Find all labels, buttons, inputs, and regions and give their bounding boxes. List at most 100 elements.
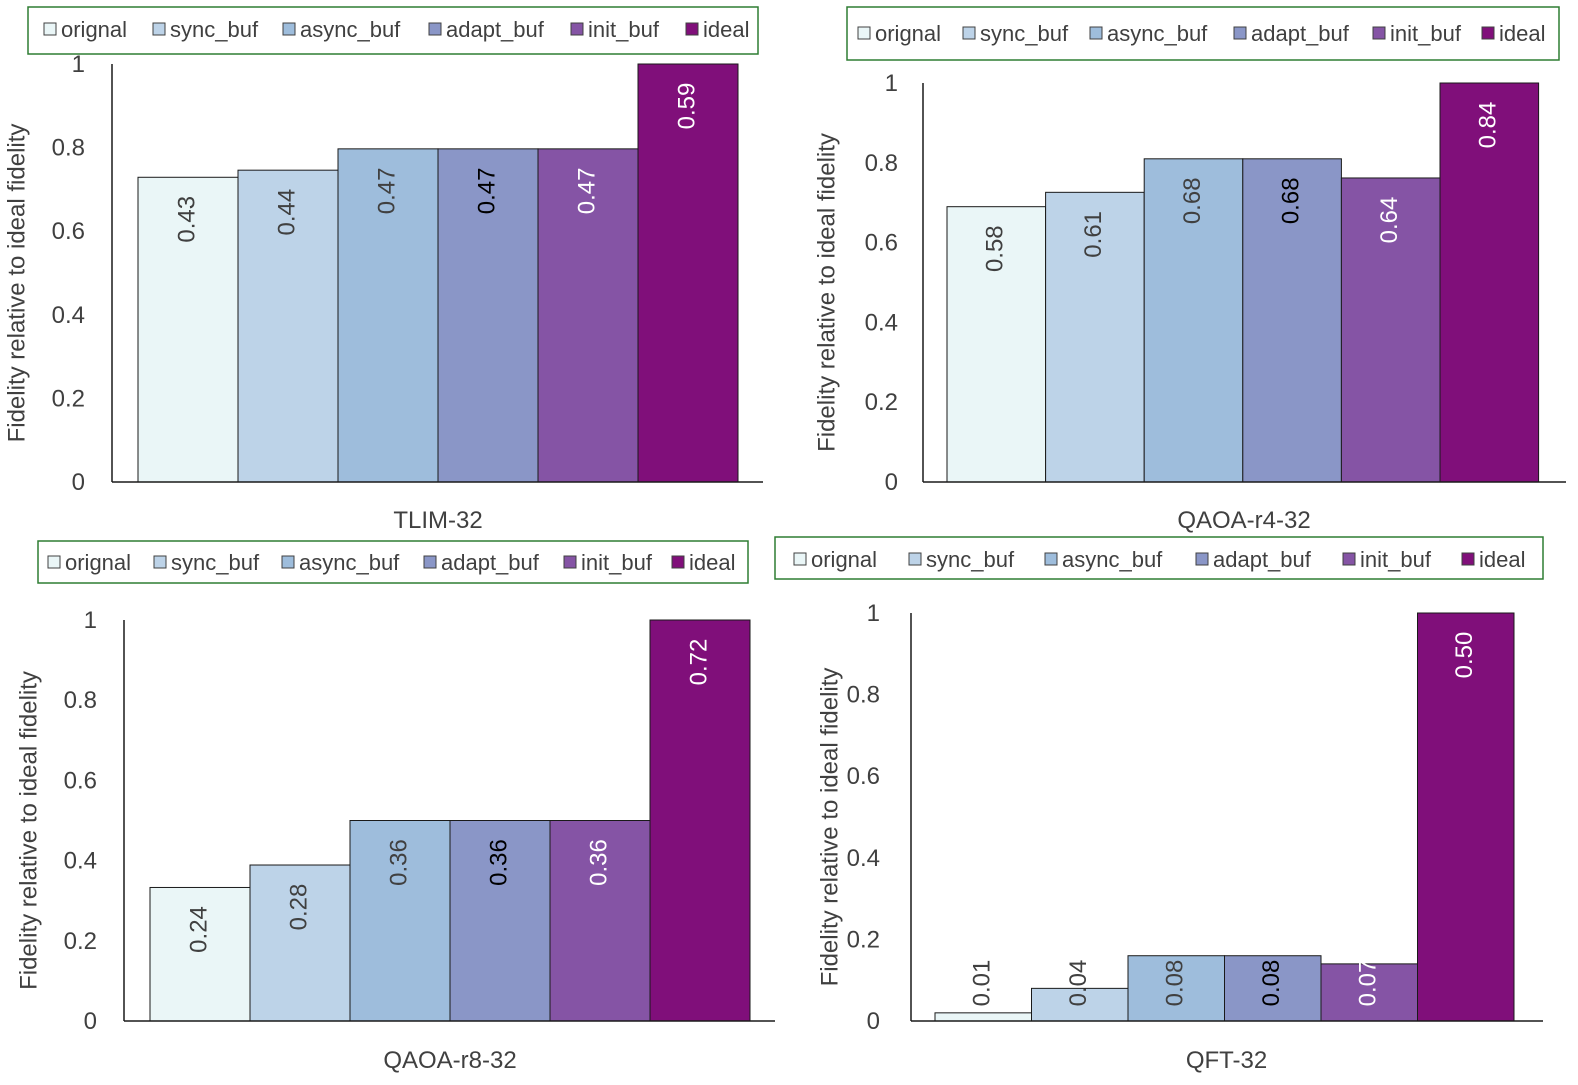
y-tick-label: 0.8	[865, 150, 898, 177]
legend-swatch-ideal	[1461, 552, 1475, 566]
legend: orignal sync_buf async_buf adapt_buf init_bu…	[774, 536, 1544, 580]
legend-label-async_buf: async_buf	[300, 17, 401, 42]
bar-ideal	[1417, 612, 1515, 1022]
bar-sync_buf	[1031, 987, 1129, 1022]
legend-swatch-async_buf	[1089, 26, 1103, 40]
bar-async_buf	[337, 148, 439, 483]
bar-init_buf	[537, 148, 639, 483]
x-axis-title: QAOA-r4-32	[1177, 507, 1310, 534]
bar-orignal	[149, 886, 251, 1022]
y-tick-label: 0	[84, 1008, 97, 1035]
data-label-ideal: 0.50	[1451, 632, 1478, 679]
data-label-sync_buf: 0.61	[1080, 211, 1107, 258]
legend-swatch-sync_buf	[152, 22, 166, 36]
y-tick-label: 0.8	[52, 135, 85, 162]
legend: orignal sync_buf async_buf adapt_buf init_bu…	[27, 6, 759, 55]
data-label-ideal: 0.84	[1475, 102, 1502, 149]
data-label-async_buf: 0.47	[373, 167, 400, 214]
bar-init_buf	[1320, 963, 1418, 1022]
legend-swatch-sync_buf	[962, 26, 976, 40]
legend-label-adapt_buf: adapt_buf	[446, 17, 545, 42]
legend-swatch-init_buf	[1372, 26, 1386, 40]
x-axis-title: TLIM-32	[393, 507, 482, 534]
legend-swatch-async_buf	[281, 555, 295, 569]
y-tick-label: 0	[867, 1008, 880, 1035]
y-tick-label: 0	[885, 469, 898, 496]
legend-swatch-init_buf	[563, 555, 577, 569]
data-label-sync_buf: 0.28	[285, 884, 312, 931]
legend-swatch-init_buf	[1342, 552, 1356, 566]
legend-swatch-orignal	[793, 552, 807, 566]
data-label-init_buf: 0.47	[573, 167, 600, 214]
y-tick-label: 1	[867, 600, 880, 627]
legend-swatch-adapt_buf	[1195, 552, 1209, 566]
legend-label-init_buf: init_buf	[1360, 547, 1432, 572]
data-label-sync_buf: 0.04	[1065, 960, 1092, 1007]
data-label-adapt_buf: 0.36	[485, 839, 512, 886]
bar-orignal	[946, 206, 1047, 483]
y-axis-title: Fidelity relative to ideal fidelity	[3, 124, 30, 443]
bar-orignal	[137, 176, 239, 483]
legend-swatch-adapt_buf	[1233, 26, 1247, 40]
legend-label-init_buf: init_buf	[588, 17, 660, 42]
legend-swatch-sync_buf	[153, 555, 167, 569]
legend-box	[774, 536, 1544, 580]
legend-label-init_buf: init_buf	[1390, 21, 1462, 46]
bar-async_buf	[1143, 158, 1244, 483]
legend-swatch-ideal	[671, 555, 685, 569]
legend-label-orignal: orignal	[65, 550, 131, 575]
y-tick-label: 0.4	[52, 302, 85, 329]
data-label-adapt_buf: 0.68	[1277, 177, 1304, 224]
legend-label-sync_buf: sync_buf	[170, 17, 259, 42]
y-tick-label: 0.6	[847, 763, 880, 790]
legend-swatch-orignal	[43, 22, 57, 36]
bar-sync_buf	[1045, 191, 1145, 483]
legend: orignal sync_buf async_buf adapt_buf init_bu…	[846, 6, 1560, 61]
y-tick-label: 0.6	[64, 767, 97, 794]
data-label-ideal: 0.72	[685, 639, 712, 686]
legend-label-adapt_buf: adapt_buf	[1251, 21, 1350, 46]
legend-label-sync_buf: sync_buf	[980, 21, 1069, 46]
y-tick-label: 0	[72, 469, 85, 496]
data-label-orignal: 0.24	[185, 906, 212, 953]
bar-adapt_buf	[437, 148, 539, 483]
legend-swatch-async_buf	[1044, 552, 1058, 566]
legend-swatch-adapt_buf	[423, 555, 437, 569]
legend-label-ideal: ideal	[703, 17, 749, 42]
legend-label-orignal: orignal	[61, 17, 127, 42]
legend-label-init_buf: init_buf	[581, 550, 653, 575]
bar-init_buf	[1340, 177, 1441, 483]
legend-swatch-ideal	[1481, 26, 1495, 40]
bar-ideal	[637, 63, 739, 483]
y-tick-label: 0.2	[52, 385, 85, 412]
data-label-ideal: 0.59	[673, 83, 700, 130]
bar-init_buf	[549, 820, 651, 1022]
y-tick-label: 1	[885, 70, 898, 97]
bar-async_buf	[349, 820, 451, 1022]
y-tick-label: 0.4	[847, 845, 880, 872]
y-tick-label: 0.8	[64, 687, 97, 714]
bar-orignal	[934, 1012, 1032, 1022]
data-label-orignal: 0.43	[173, 196, 200, 243]
data-label-orignal: 0.01	[969, 960, 996, 1007]
data-label-init_buf: 0.07	[1355, 960, 1382, 1007]
legend-label-orignal: orignal	[875, 21, 941, 46]
legend: orignal sync_buf async_buf adapt_buf init_bu…	[37, 540, 749, 584]
y-tick-label: 0.2	[865, 389, 898, 416]
legend-box	[27, 6, 759, 55]
legend-label-adapt_buf: adapt_buf	[441, 550, 540, 575]
legend-label-async_buf: async_buf	[299, 550, 400, 575]
legend-label-sync_buf: sync_buf	[171, 550, 260, 575]
chart-4: orignal sync_buf async_buf adapt_buf init_bu…	[774, 536, 1544, 1074]
y-tick-label: 1	[84, 607, 97, 634]
legend-swatch-orignal	[47, 555, 61, 569]
bar-adapt_buf	[1242, 158, 1342, 483]
y-axis-title: Fidelity relative to ideal fidelity	[816, 668, 843, 987]
data-label-async_buf: 0.36	[385, 839, 412, 886]
data-label-async_buf: 0.08	[1162, 960, 1189, 1007]
legend-label-orignal: orignal	[811, 547, 877, 572]
legend-label-adapt_buf: adapt_buf	[1213, 547, 1312, 572]
legend-label-ideal: ideal	[1479, 547, 1525, 572]
chart-2: orignal sync_buf async_buf adapt_buf init_bu…	[813, 6, 1566, 534]
